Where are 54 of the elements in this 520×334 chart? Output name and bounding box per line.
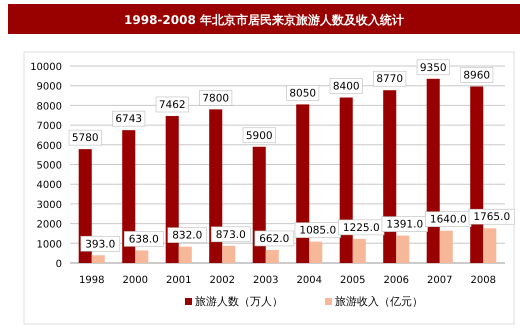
y-tick-label: 9000 xyxy=(36,82,62,93)
x-tick-label: 1998 xyxy=(79,275,104,286)
bar xyxy=(266,250,279,263)
data-label: 8050 xyxy=(289,87,316,100)
data-label: 1765.0 xyxy=(473,211,510,224)
bar xyxy=(92,255,105,263)
y-tick-label: 4000 xyxy=(36,180,62,192)
data-label: 8770 xyxy=(376,73,404,86)
data-label: 638.0 xyxy=(128,233,159,246)
data-label: 7800 xyxy=(202,92,230,104)
x-tick-label: 2003 xyxy=(253,275,278,286)
bar xyxy=(309,242,322,263)
legend-label: 旅游收入（亿元） xyxy=(335,295,423,308)
x-tick-label: 2001 xyxy=(166,275,192,286)
bar xyxy=(222,246,236,263)
y-tick-label: 3000 xyxy=(36,200,62,211)
data-label: 7462 xyxy=(158,99,186,111)
y-tick-label: 0 xyxy=(56,259,62,270)
data-label: 832.0 xyxy=(172,230,202,242)
data-label: 5900 xyxy=(246,130,273,142)
data-label: 8960 xyxy=(463,69,490,82)
bar xyxy=(352,238,366,263)
y-tick-label: 1000 xyxy=(36,239,62,250)
data-label: 9350 xyxy=(420,62,447,74)
y-tick-label: 5000 xyxy=(36,160,62,172)
y-tick-label: 7000 xyxy=(36,121,62,132)
y-tick-label: 10000 xyxy=(30,62,62,73)
data-label: 1225.0 xyxy=(342,222,380,234)
bar xyxy=(396,236,410,263)
data-label: 1391.0 xyxy=(386,218,424,231)
x-tick-label: 2008 xyxy=(470,275,496,286)
bar xyxy=(483,228,496,263)
data-label: 6743 xyxy=(115,113,142,126)
x-tick-label: 2004 xyxy=(296,275,322,286)
chart-title: 1998-2008 年北京市居民来京旅游人数及收入统计 xyxy=(124,13,404,27)
y-tick-label: 8000 xyxy=(36,101,62,112)
data-label: 8400 xyxy=(332,80,360,93)
bar xyxy=(440,230,453,263)
y-tick-label: 2000 xyxy=(36,220,62,231)
x-tick-label: 2000 xyxy=(122,275,148,286)
y-tick-label: 6000 xyxy=(36,140,62,152)
bar xyxy=(135,250,148,263)
x-tick-label: 2006 xyxy=(384,275,409,286)
data-label: 873.0 xyxy=(216,228,246,241)
data-label: 1640.0 xyxy=(430,214,467,226)
bar xyxy=(178,246,192,263)
x-tick-label: 2007 xyxy=(427,275,452,286)
data-label: 393.0 xyxy=(85,238,116,250)
legend-label: 旅游人数（万人） xyxy=(195,295,283,308)
data-label: 662.0 xyxy=(259,232,290,245)
data-label: 1085.0 xyxy=(299,224,336,237)
data-label: 5780 xyxy=(72,132,99,144)
x-tick-label: 2005 xyxy=(340,275,366,286)
x-tick-label: 2002 xyxy=(210,275,235,286)
